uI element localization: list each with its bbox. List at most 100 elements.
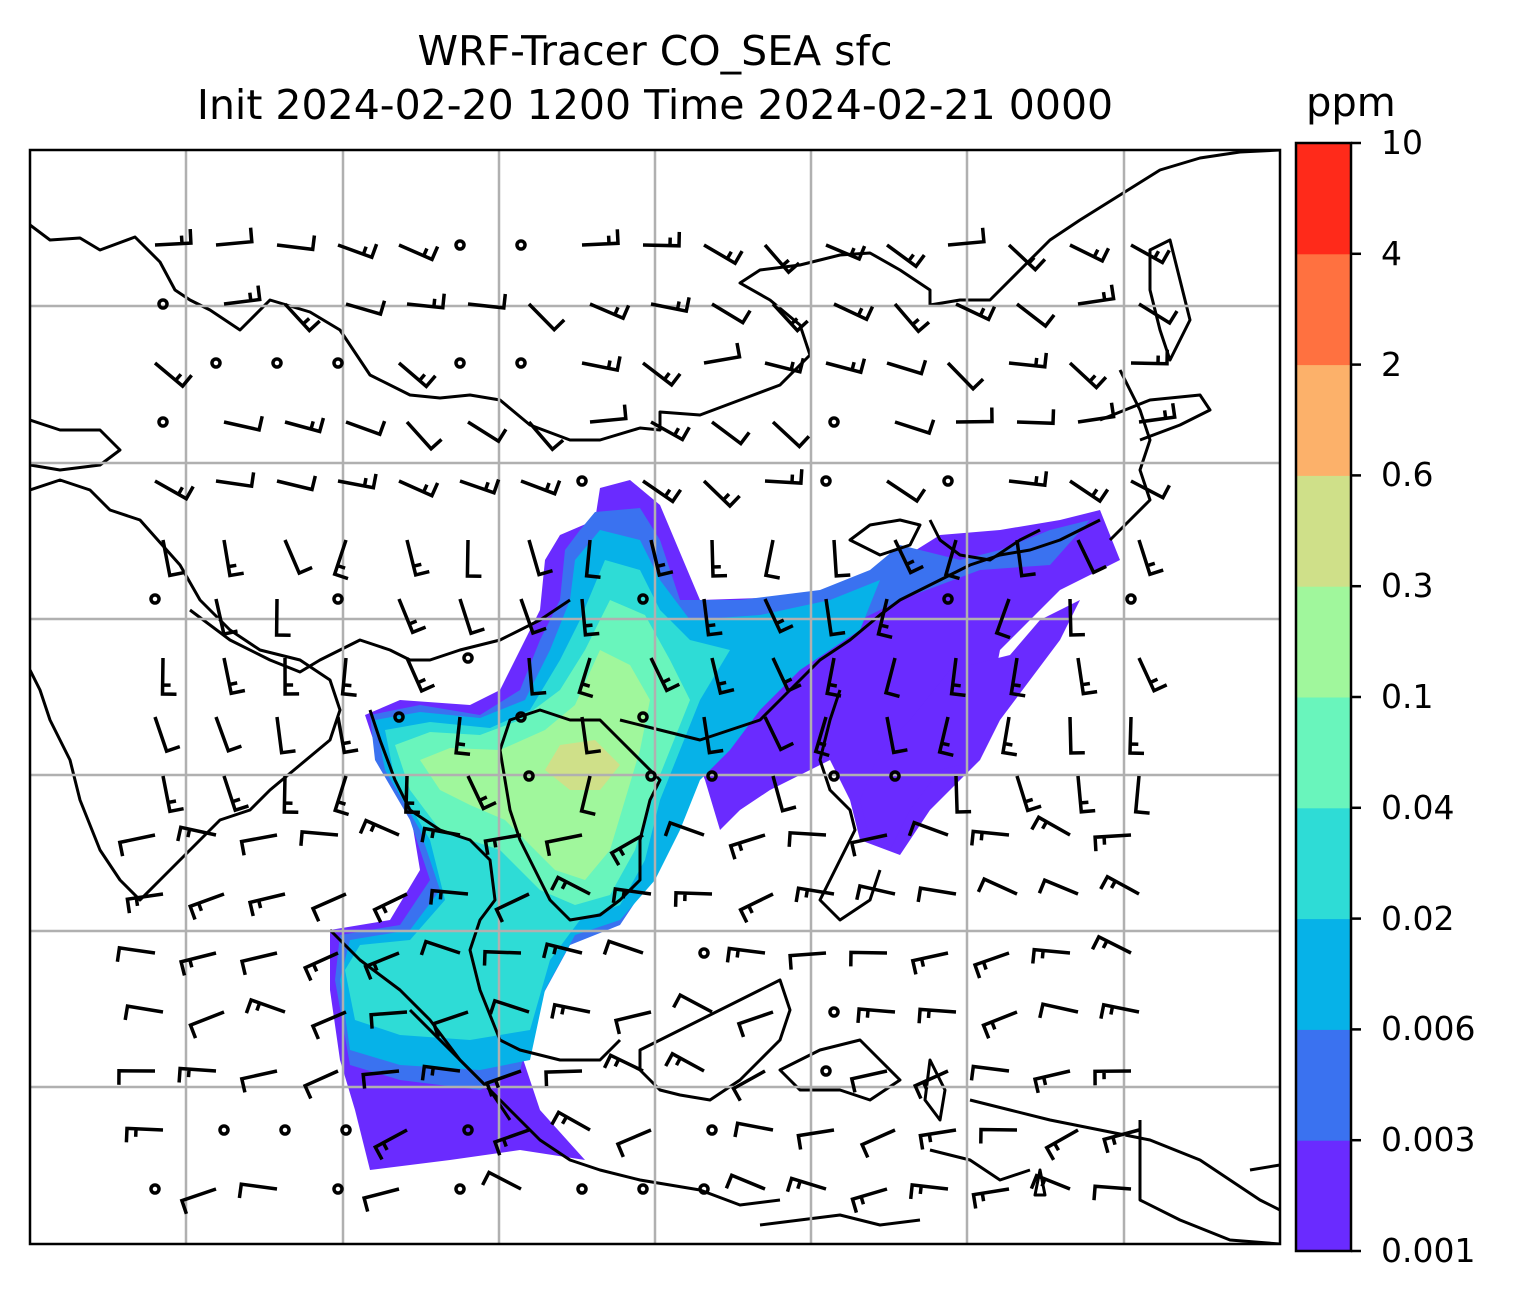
- wind-barb: [955, 407, 994, 424]
- wind-barb: [796, 1128, 835, 1150]
- wind-barb: [1130, 349, 1170, 366]
- calm-wind-marker: [462, 1124, 474, 1136]
- wind-barb: [519, 598, 547, 636]
- colorbar-segment: [1296, 586, 1351, 698]
- plot-title: WRF-Tracer CO_SEA sfc: [417, 27, 893, 75]
- wind-barb: [398, 243, 440, 262]
- wind-barb: [123, 1004, 164, 1021]
- wind-barb: [1077, 402, 1116, 424]
- calm-wind-marker: [454, 357, 466, 369]
- wind-barb: [274, 598, 291, 637]
- wind-barb: [979, 1127, 1018, 1144]
- colorbar-tick-label: 0.6: [1381, 455, 1434, 495]
- concentration-field: [330, 480, 1120, 1170]
- wind-barb: [724, 1173, 766, 1191]
- colorbar: [1296, 141, 1361, 1253]
- tracer-ocean-swath: [860, 600, 1080, 850]
- wind-barb: [825, 243, 867, 262]
- calm-wind-marker: [393, 711, 405, 723]
- wind-barb: [1007, 243, 1047, 273]
- wind-barb: [276, 475, 318, 492]
- wind-barb: [369, 1010, 408, 1029]
- wind-barb: [1092, 1184, 1132, 1201]
- wind-barb: [161, 539, 184, 578]
- calm-wind-marker: [157, 416, 169, 428]
- wind-barb: [527, 302, 566, 333]
- wind-barb: [420, 826, 461, 843]
- wind-barb: [703, 342, 742, 365]
- wind-barb: [1076, 775, 1096, 814]
- wind-barb: [955, 302, 997, 322]
- tracer-level-7: [545, 740, 620, 790]
- wind-barb: [856, 1007, 896, 1024]
- wind-barb: [580, 716, 602, 755]
- colorbar-segment: [1296, 1029, 1351, 1141]
- wind-barb: [976, 876, 1018, 896]
- wind-barb: [1093, 1069, 1132, 1086]
- calm-wind-marker: [828, 416, 840, 428]
- calm-wind-marker: [820, 1065, 832, 1077]
- wind-barb: [1030, 814, 1071, 837]
- wind-barb: [738, 892, 774, 924]
- wind-barb: [429, 888, 469, 905]
- wind-barb: [584, 539, 601, 579]
- calm-wind-marker: [157, 298, 169, 310]
- wind-barb: [124, 1126, 164, 1143]
- wind-barb: [284, 417, 326, 434]
- wind-barb: [577, 657, 594, 699]
- wind-barb: [916, 886, 957, 903]
- wind-barb: [602, 939, 644, 956]
- colorbar-tick-label: 2: [1381, 344, 1402, 384]
- calm-wind-marker: [637, 593, 649, 605]
- wind-barb: [299, 830, 339, 846]
- wind-barb: [893, 302, 931, 334]
- wind-barb: [886, 479, 927, 504]
- wind-barb: [458, 598, 485, 636]
- wind-barb: [1068, 361, 1108, 390]
- wind-barb: [488, 998, 530, 1015]
- wind-barb: [943, 539, 960, 581]
- wind-barb: [642, 231, 682, 248]
- colorbar-units: ppm: [1306, 80, 1396, 126]
- wind-barb: [1068, 716, 1085, 755]
- wind-barb: [859, 1128, 896, 1159]
- wind-barb: [702, 716, 724, 755]
- wind-barb: [482, 949, 522, 966]
- wind-barb: [981, 1010, 1018, 1039]
- calm-wind-marker: [576, 1183, 588, 1195]
- colorbar-segment: [1296, 1140, 1351, 1252]
- calm-wind-marker: [149, 1183, 161, 1195]
- wind-barb: [336, 716, 359, 755]
- wind-barb: [117, 1069, 156, 1085]
- wind-barb: [419, 939, 461, 956]
- wind-barb: [239, 1069, 278, 1093]
- wind-barb: [1130, 243, 1171, 265]
- wind-barb: [1099, 1002, 1140, 1019]
- wind-barb: [465, 539, 482, 578]
- wind-barb: [641, 361, 682, 388]
- wind-barb: [1093, 833, 1132, 852]
- wind-barb: [405, 420, 443, 452]
- wind-barb: [1077, 284, 1116, 306]
- wind-barb: [664, 1051, 705, 1073]
- wind-barb: [310, 892, 347, 923]
- wind-barb: [710, 420, 751, 447]
- wind-barb: [785, 1176, 827, 1193]
- calm-wind-marker: [515, 357, 527, 369]
- wind-barb: [223, 285, 262, 306]
- wind-barb: [282, 775, 299, 815]
- wind-barb: [736, 1010, 774, 1038]
- wind-barb: [310, 1010, 347, 1040]
- colorbar-segment: [1296, 807, 1351, 920]
- wind-barb: [397, 361, 437, 389]
- wind-barb: [237, 1182, 278, 1199]
- wind-barb: [673, 890, 713, 907]
- colorbar-frame: [1294, 141, 1353, 1253]
- wind-barb: [542, 942, 583, 959]
- calm-wind-marker: [820, 475, 832, 487]
- wind-barb: [764, 469, 804, 485]
- wind-barb: [160, 657, 177, 696]
- wind-barb: [947, 227, 986, 247]
- wind-barb: [1008, 352, 1049, 369]
- wind-barb: [467, 420, 508, 444]
